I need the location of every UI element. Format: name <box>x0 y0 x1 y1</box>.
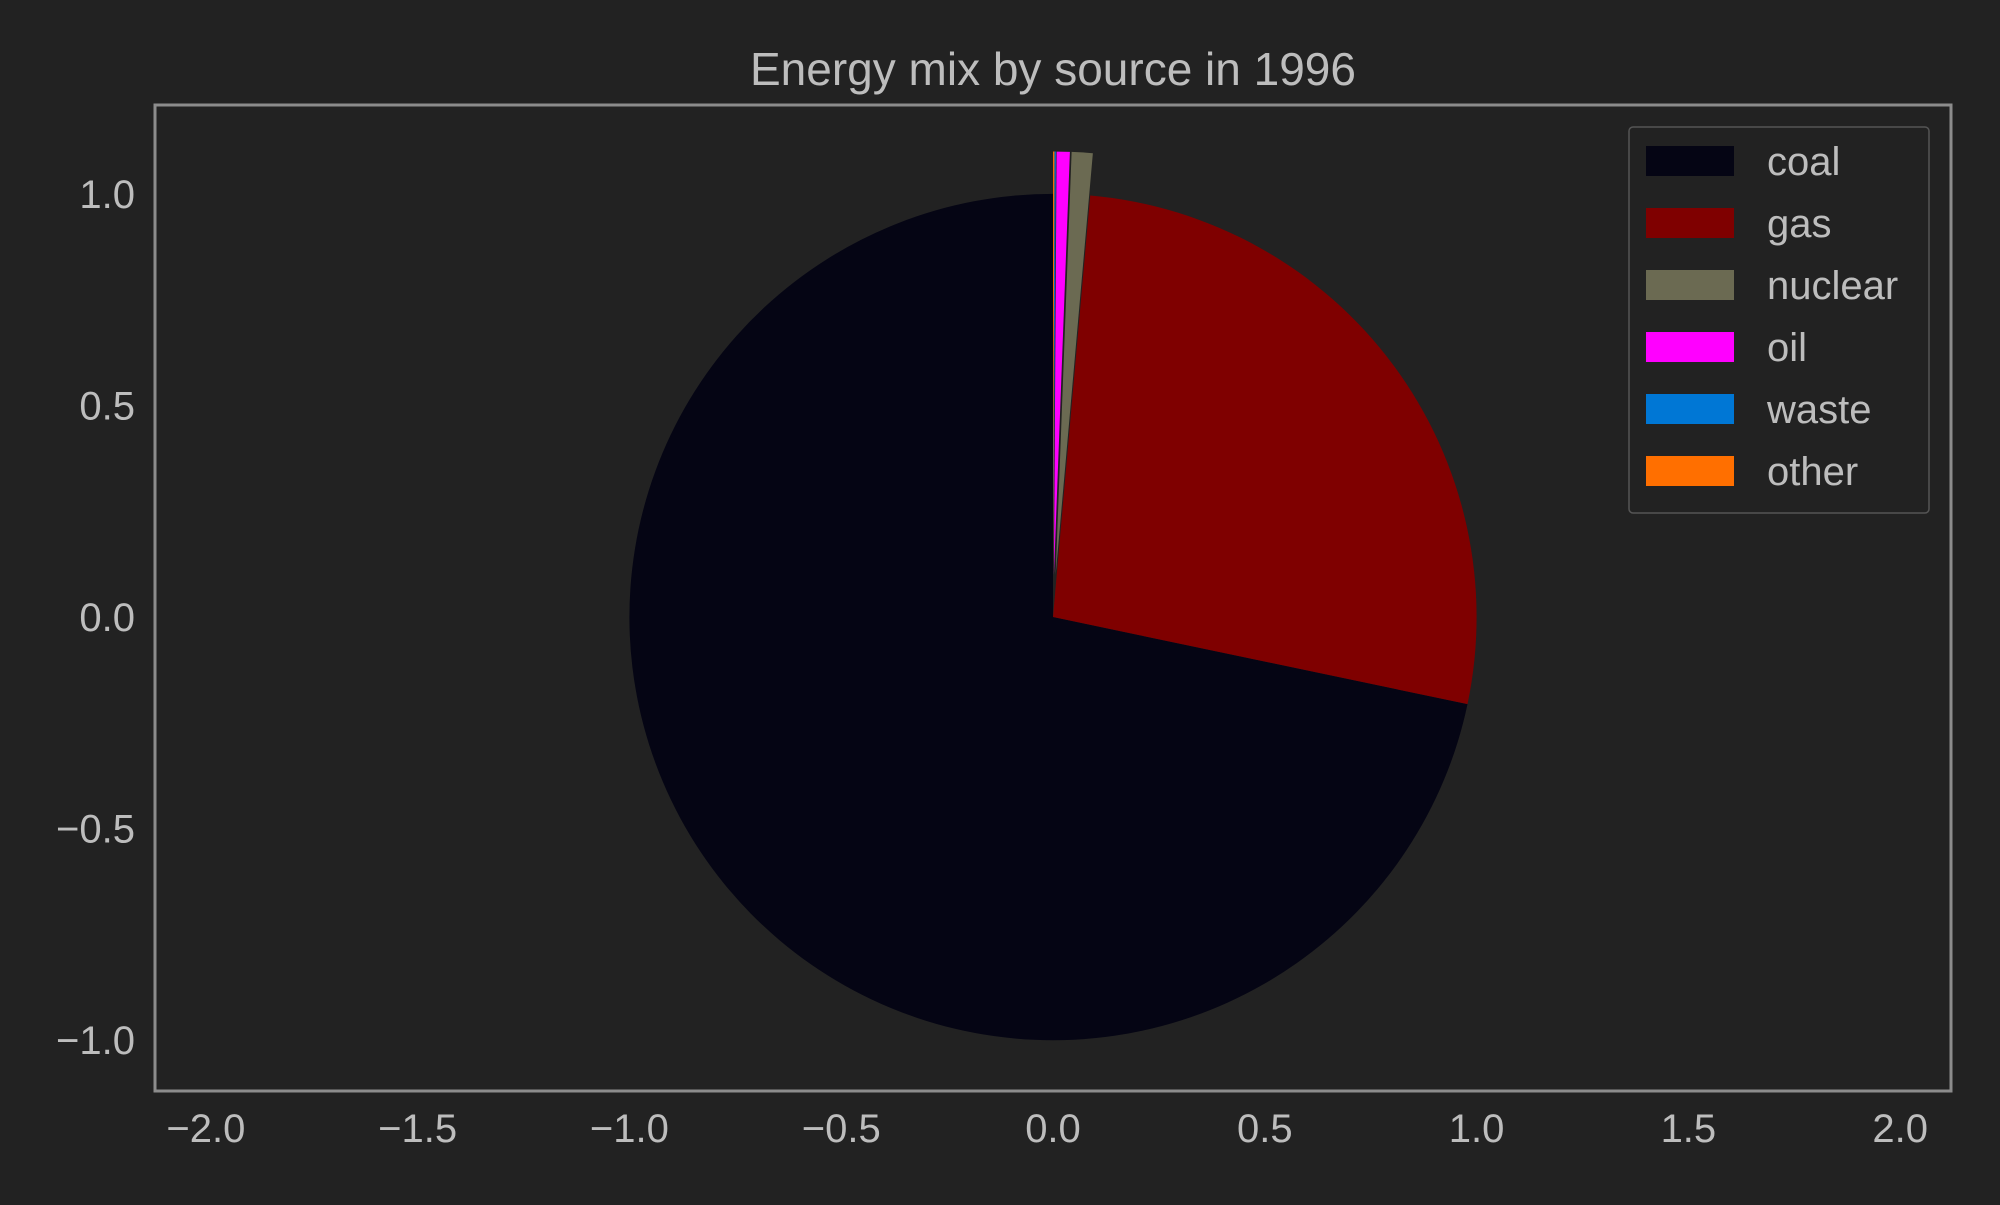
pie-slice-waste <box>1053 151 1056 575</box>
x-axis-ticks: −2.0 −1.5 −1.0 −0.5 0.0 0.5 1.0 1.5 2.0 <box>166 1107 1928 1151</box>
y-axis-ticks: 1.0 0.5 0.0 −0.5 −1.0 <box>56 173 135 1063</box>
y-tick-label: 1.0 <box>79 173 135 217</box>
x-tick-label: −1.0 <box>590 1107 669 1151</box>
legend: coal gas nuclear oil waste other <box>1628 126 1930 514</box>
y-tick-label: 0.5 <box>79 384 135 428</box>
legend-swatch-nuclear <box>1646 270 1734 300</box>
pie-slice-oil <box>1053 151 1070 575</box>
axes-frame <box>153 103 1953 1093</box>
x-tick-label: 1.0 <box>1449 1107 1505 1151</box>
y-tick-label: −1.0 <box>56 1019 135 1063</box>
y-tick-label: −0.5 <box>56 808 135 852</box>
legend-swatch-waste <box>1646 394 1734 424</box>
y-tick-label: 0.0 <box>79 596 135 640</box>
x-tick-label: 2.0 <box>1872 1107 1928 1151</box>
chart-title: Energy mix by source in 1996 <box>750 43 1356 95</box>
pie-slice-other <box>1053 151 1055 575</box>
legend-label-other: other <box>1767 450 1858 494</box>
x-tick-label: 0.0 <box>1025 1107 1081 1151</box>
x-tick-label: 0.5 <box>1237 1107 1293 1151</box>
legend-label-waste: waste <box>1766 388 1872 432</box>
legend-swatch-oil <box>1646 332 1734 362</box>
pie-slice-nuclear <box>1055 151 1093 575</box>
legend-label-nuclear: nuclear <box>1767 264 1898 308</box>
legend-swatch-other <box>1646 456 1734 486</box>
x-tick-label: 1.5 <box>1661 1107 1717 1151</box>
legend-swatch-coal <box>1646 146 1734 176</box>
pie-slice-gas <box>1053 195 1477 705</box>
x-tick-label: −0.5 <box>802 1107 881 1151</box>
x-tick-label: −2.0 <box>166 1107 245 1151</box>
x-tick-label: −1.5 <box>378 1107 457 1151</box>
pie-slices <box>629 151 1477 1041</box>
legend-label-oil: oil <box>1767 326 1807 370</box>
pie-slice-coal <box>629 193 1468 1041</box>
legend-swatch-gas <box>1646 208 1734 238</box>
legend-label-gas: gas <box>1767 202 1832 246</box>
legend-label-coal: coal <box>1767 140 1840 184</box>
